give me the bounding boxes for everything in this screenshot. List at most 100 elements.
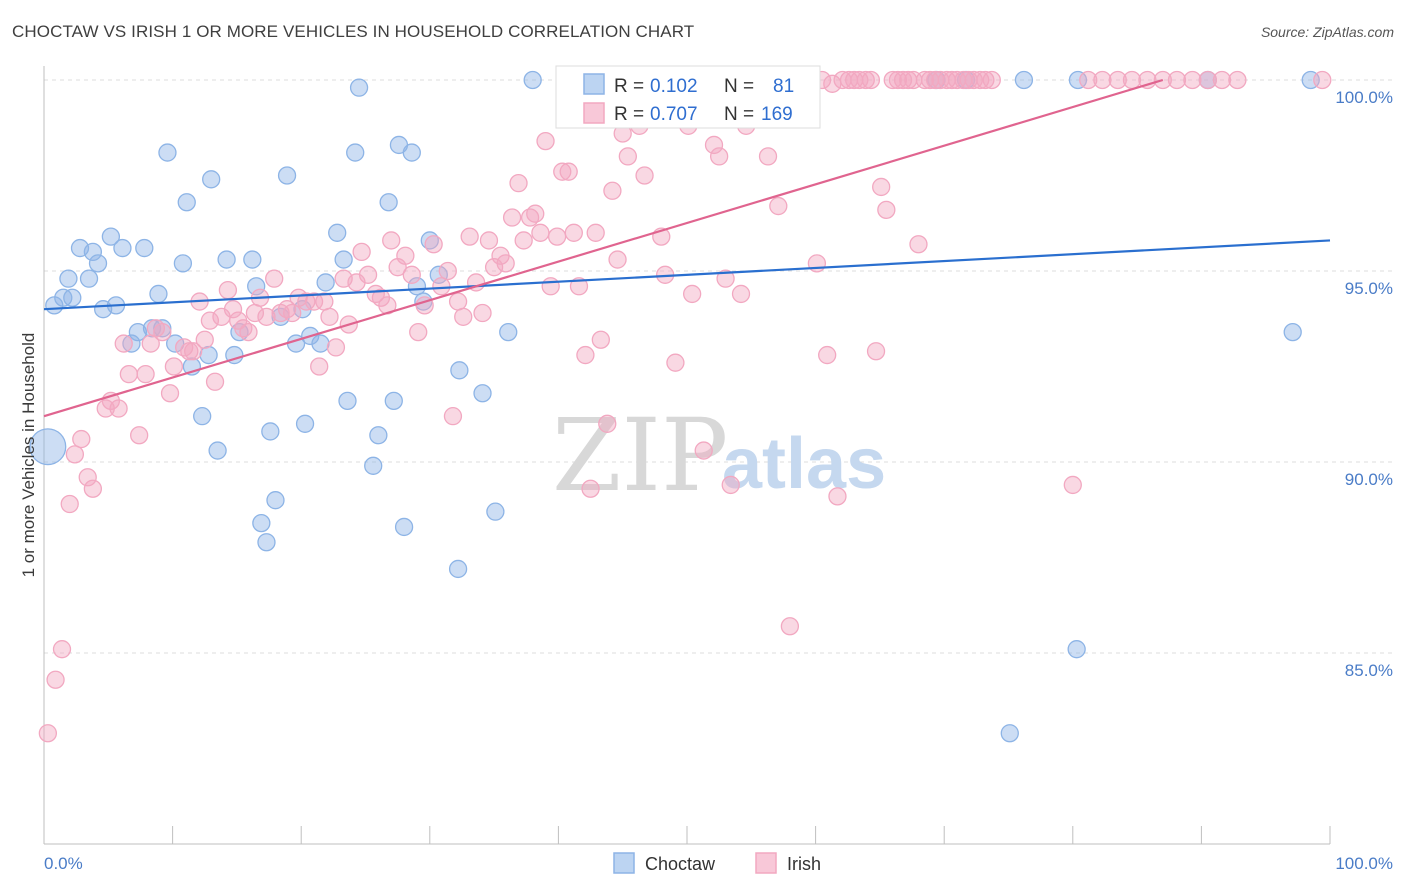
choctaw-point — [523, 70, 542, 90]
irish-point — [496, 254, 515, 273]
choctaw-point — [311, 334, 330, 353]
irish-point — [297, 292, 316, 311]
choctaw-point — [277, 166, 297, 185]
irish-point — [184, 342, 203, 361]
irish-point — [223, 300, 243, 319]
irish-point — [1122, 70, 1142, 90]
irish-point — [569, 277, 589, 296]
choctaw-point — [158, 143, 177, 162]
irish-point — [666, 353, 685, 372]
choctaw-point — [243, 250, 262, 269]
irish-point — [976, 70, 995, 90]
irish-point — [454, 307, 473, 326]
irish-point — [807, 254, 827, 273]
irish-point — [473, 303, 492, 323]
irish-point — [635, 166, 654, 185]
irish-point — [52, 640, 72, 659]
irish-point — [509, 173, 528, 193]
y-tick-label: 90.0% — [1345, 470, 1393, 489]
irish-point — [65, 445, 85, 464]
irish-point — [310, 357, 329, 376]
irish-trendline — [43, 78, 1164, 418]
irish-stat-swatch — [583, 102, 605, 124]
irish-point — [160, 384, 180, 403]
irish-point — [38, 724, 58, 743]
choctaw-point — [316, 273, 335, 292]
y-tick-label: 100.0% — [1335, 88, 1393, 107]
irish-point — [818, 345, 837, 365]
irish-point — [866, 342, 886, 361]
irish-point — [758, 147, 778, 166]
irish-point — [598, 414, 617, 433]
irish-point — [1313, 70, 1332, 90]
choctaw-point — [1283, 322, 1302, 342]
choctaw-point — [429, 265, 448, 284]
y-tick-label: 95.0% — [1345, 279, 1393, 298]
tick-labels: 85.0% 90.0% 95.0% 100.0% 0.0% 100.0% — [44, 88, 1393, 873]
irish-point — [443, 407, 463, 426]
irish-point — [536, 131, 555, 151]
choctaw-point — [135, 238, 154, 258]
irish-point — [448, 292, 468, 311]
irish-point — [283, 303, 302, 323]
gridlines — [44, 79, 1394, 654]
irish-point — [541, 277, 560, 296]
irish-point — [780, 617, 800, 636]
choctaw-point — [79, 269, 99, 288]
choctaw-point — [88, 254, 108, 273]
irish-point — [1198, 70, 1217, 90]
legend-choctaw-label: Choctaw — [645, 854, 716, 874]
irish-point — [320, 307, 339, 326]
choctaw-point — [122, 334, 141, 353]
irish-r-value: 0.707 — [650, 104, 698, 125]
choctaw-point — [379, 193, 398, 212]
irish-r-label: R = — [614, 104, 644, 125]
choctaw-point — [101, 227, 121, 246]
choctaw-point — [369, 426, 388, 445]
chart-title: CHOCTAW VS IRISH 1 OR MORE VEHICLES IN H… — [12, 22, 695, 41]
watermark-atlas: atlas — [722, 424, 886, 504]
irish-n-label: N = — [724, 104, 754, 125]
choctaw-point — [173, 254, 193, 273]
irish-point — [888, 70, 908, 90]
irish-point — [358, 265, 378, 284]
choctaw-point — [63, 288, 82, 307]
choctaw-point — [266, 491, 285, 510]
irish-point — [1212, 70, 1232, 90]
irish-point — [484, 258, 504, 277]
choctaw-point — [202, 170, 221, 189]
choctaw-point — [450, 361, 469, 380]
irish-point — [83, 479, 103, 498]
choctaw-point — [252, 513, 271, 533]
irish-point — [180, 342, 199, 361]
choctaw-point — [1014, 70, 1034, 90]
choctaw-point — [448, 559, 468, 579]
axes — [43, 66, 1331, 845]
choctaw-point — [261, 422, 280, 441]
choctaw-point — [166, 334, 185, 353]
irish-point — [195, 330, 214, 349]
irish-point — [1079, 70, 1098, 90]
irish-point — [553, 162, 572, 181]
irish-point — [304, 292, 324, 311]
irish-point — [218, 280, 238, 300]
choctaw-stat-swatch — [583, 73, 605, 95]
irish-point — [382, 231, 401, 250]
choctaw-point — [217, 250, 236, 269]
irish-point — [1167, 70, 1187, 90]
choctaw-point — [295, 414, 315, 433]
choctaw-point — [142, 319, 162, 338]
irish-point — [514, 231, 533, 250]
choctaw-r-label: R = — [614, 76, 644, 97]
irish-point — [721, 475, 740, 495]
irish-point — [352, 242, 371, 262]
irish-point — [130, 426, 149, 445]
choctaw-n-label: N = — [724, 76, 754, 97]
choctaw-point — [1068, 70, 1088, 90]
irish-point — [547, 227, 567, 246]
trendlines — [43, 78, 1331, 418]
irish-point — [915, 70, 935, 90]
choctaw-point — [199, 345, 218, 365]
choctaw-point — [364, 456, 383, 475]
